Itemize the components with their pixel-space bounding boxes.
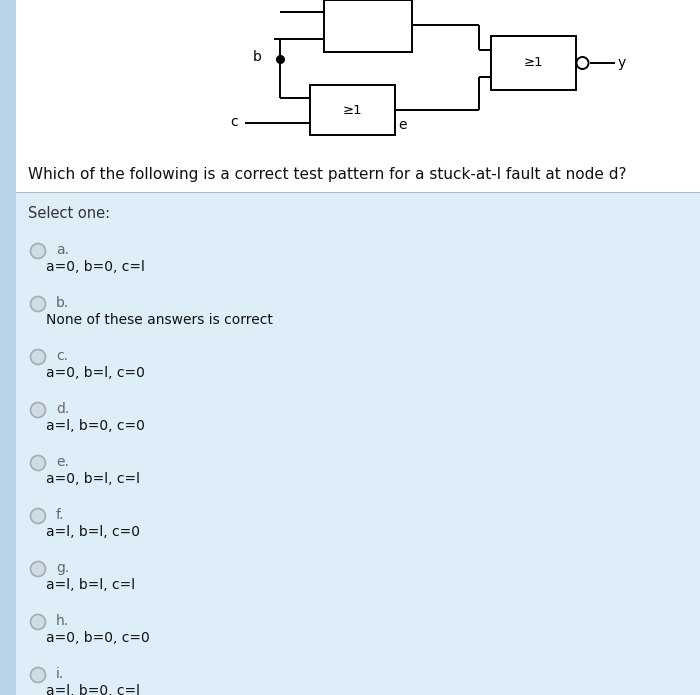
Circle shape [31,350,46,364]
Circle shape [577,57,589,69]
Text: b: b [253,50,262,64]
Text: f.: f. [56,508,64,522]
Text: a.: a. [56,243,69,257]
Circle shape [31,297,46,311]
Text: a=l, b=l, c=l: a=l, b=l, c=l [46,578,135,592]
Text: ≥1: ≥1 [342,104,362,117]
Circle shape [31,402,46,418]
Bar [309,85,395,135]
Text: None of these answers is correct: None of these answers is correct [46,313,273,327]
Bar [324,0,412,52]
Bar [0,0,700,162]
Text: a=l, b=0, c=l: a=l, b=0, c=l [46,684,140,695]
Circle shape [31,667,46,682]
Text: e: e [398,118,407,132]
Text: a=0, b=l, c=l: a=0, b=l, c=l [46,472,140,486]
Text: a=l, b=0, c=0: a=l, b=0, c=0 [46,419,145,433]
Bar [0,0,16,695]
Bar [0,192,700,695]
Circle shape [31,509,46,523]
Text: c: c [230,115,238,129]
Text: c.: c. [56,349,68,363]
Circle shape [31,562,46,576]
Text: a=0, b=0, c=l: a=0, b=0, c=l [46,260,145,274]
Circle shape [31,614,46,630]
Text: a=0, b=0, c=0: a=0, b=0, c=0 [46,631,150,645]
Text: Which of the following is a correct test pattern for a stuck-at-l fault at node : Which of the following is a correct test… [28,167,626,183]
Text: a=0, b=l, c=0: a=0, b=l, c=0 [46,366,145,380]
Bar [0,162,700,192]
Text: i.: i. [56,667,64,681]
Text: g.: g. [56,561,69,575]
Text: a=l, b=l, c=0: a=l, b=l, c=0 [46,525,140,539]
Text: ≥1: ≥1 [523,56,542,70]
Bar [491,36,575,90]
Text: d.: d. [56,402,69,416]
Circle shape [31,243,46,259]
Text: e.: e. [56,455,69,469]
Text: b.: b. [56,296,69,310]
Text: h.: h. [56,614,69,628]
Text: y: y [617,56,626,70]
Circle shape [31,455,46,471]
Text: Select one:: Select one: [28,206,110,220]
